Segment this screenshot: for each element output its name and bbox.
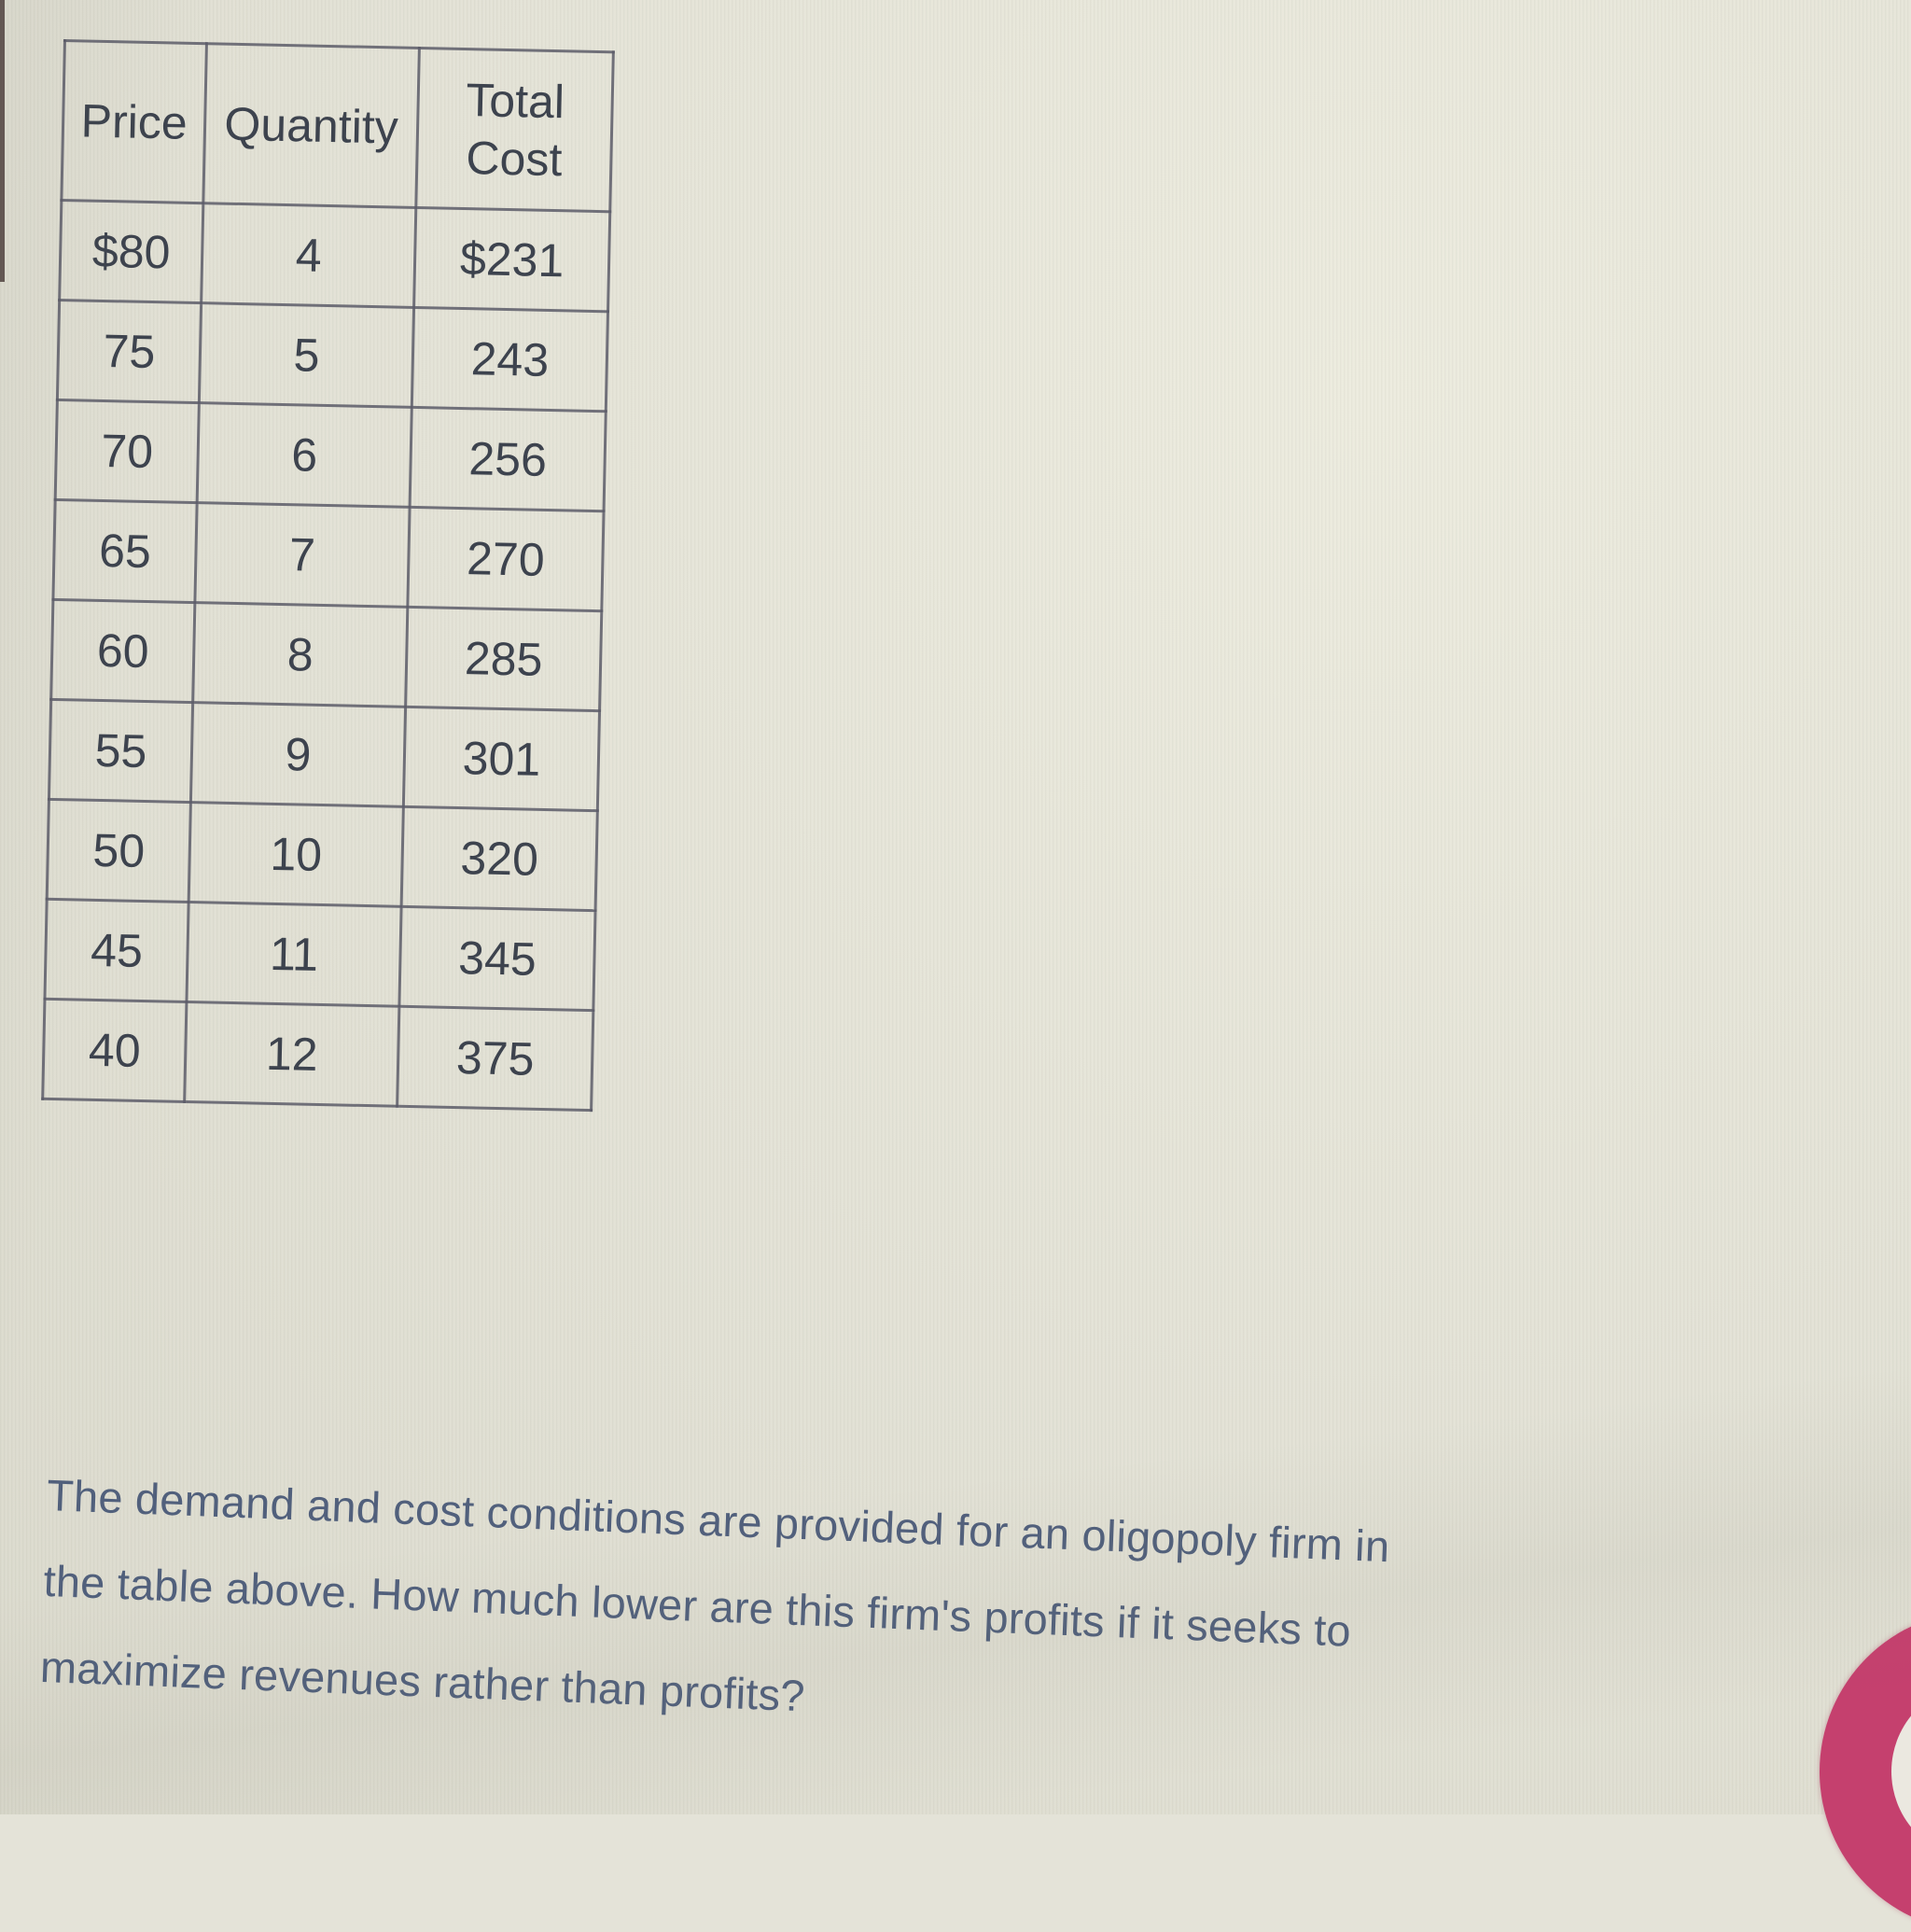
table-row: 70 6 256	[55, 399, 607, 511]
price-quantity-cost-table: Price Quantity Total Cost $80 4 $231 75 …	[41, 39, 615, 1112]
quantity-cell: 12	[184, 1001, 399, 1107]
total-cost-cell: 270	[407, 507, 605, 611]
total-cost-cell: 256	[410, 407, 607, 511]
table-row: 65 7 270	[52, 499, 605, 611]
quantity-cell: 5	[199, 302, 414, 408]
quantity-cell: 7	[194, 502, 411, 608]
total-cost-cell: 345	[398, 906, 596, 1011]
header-quantity: Quantity	[202, 43, 420, 208]
price-cell: 50	[47, 799, 191, 903]
header-total-cost: Total Cost	[415, 48, 614, 212]
price-cell: 65	[52, 499, 198, 603]
quantity-cell: 11	[186, 902, 402, 1007]
table-row: 75 5 243	[57, 300, 608, 412]
quantity-cell: 8	[192, 602, 408, 707]
photo-edge-artifact	[0, 0, 5, 282]
price-cell: 55	[49, 699, 193, 803]
price-cell: 70	[55, 399, 200, 503]
table-row: 50 10 320	[47, 799, 598, 911]
total-cost-cell: 243	[411, 307, 608, 412]
header-price: Price	[61, 40, 207, 203]
table-header-row: Price Quantity Total Cost	[61, 40, 614, 212]
help-button-inner-circle: ?	[1891, 1683, 1911, 1860]
price-cell: 40	[42, 999, 187, 1102]
price-cell: 60	[50, 599, 195, 703]
price-cell: 45	[44, 899, 189, 1002]
total-cost-cell: 301	[403, 707, 600, 811]
table-row: 60 8 285	[50, 599, 602, 711]
table-row: $80 4 $231	[59, 200, 610, 312]
total-cost-cell: $231	[413, 207, 610, 312]
quantity-cell: 4	[201, 203, 416, 308]
table-row: 55 9 301	[49, 699, 600, 811]
table-row: 45 11 345	[44, 899, 596, 1011]
quantity-cell: 9	[190, 702, 406, 807]
demand-cost-table-container: Price Quantity Total Cost $80 4 $231 75 …	[41, 39, 615, 1112]
quantity-cell: 6	[197, 402, 412, 508]
total-cost-cell: 375	[397, 1006, 593, 1111]
table-row: 40 12 375	[42, 999, 593, 1111]
quantity-cell: 10	[188, 802, 404, 907]
total-cost-cell: 285	[405, 607, 602, 711]
question-text: The demand and cost conditions are provi…	[38, 1452, 1866, 1780]
price-cell: 75	[57, 300, 202, 403]
price-cell: $80	[59, 200, 203, 303]
total-cost-cell: 320	[401, 806, 598, 911]
